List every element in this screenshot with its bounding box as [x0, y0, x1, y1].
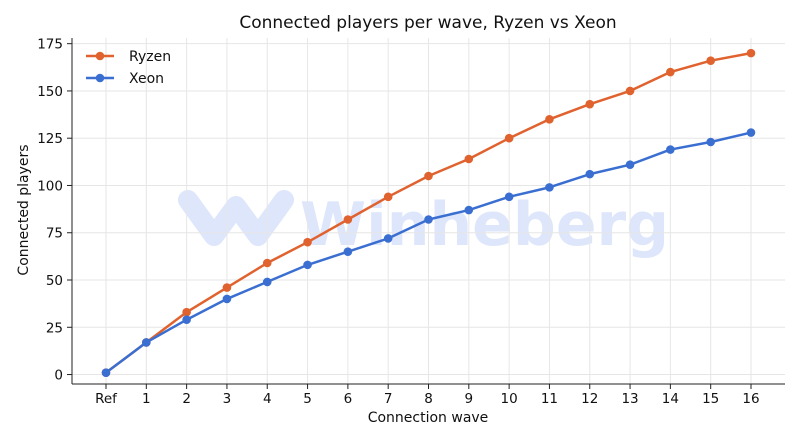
x-axis-label: Connection wave	[368, 410, 489, 426]
chart-title: Connected players per wave, Ryzen vs Xeo…	[239, 13, 616, 33]
data-point-ryzen	[504, 133, 514, 143]
watermark-logo	[178, 190, 294, 246]
data-point-ryzen	[464, 154, 474, 164]
data-point-ryzen	[262, 258, 272, 268]
x-tick-label: 11	[541, 391, 558, 407]
data-point-ryzen	[545, 115, 554, 124]
data-point-xeon	[222, 294, 232, 304]
x-tick-label: 16	[742, 391, 759, 407]
y-tick-label: 125	[37, 131, 63, 147]
data-point-ryzen	[666, 67, 675, 77]
data-point-xeon	[343, 247, 353, 256]
data-point-ryzen	[706, 56, 715, 65]
data-point-ryzen	[625, 86, 635, 96]
x-tick-label: 10	[501, 391, 518, 407]
data-point-xeon	[383, 234, 393, 243]
data-point-ryzen	[424, 171, 433, 181]
legend-label-ryzen: Ryzen	[129, 49, 171, 65]
x-tick-label: 3	[223, 391, 232, 407]
legend: Ryzen Xeon	[86, 49, 171, 87]
grid	[72, 38, 785, 384]
data-point-ryzen	[182, 307, 191, 317]
x-tick-label: 15	[702, 391, 719, 407]
y-tick-label: 0	[54, 368, 63, 384]
legend-marker-ryzen	[95, 51, 105, 61]
data-point-xeon	[746, 128, 756, 137]
y-tick-label: 50	[46, 273, 63, 289]
x-tick-label: 7	[384, 391, 393, 407]
x-tick-label: 12	[581, 391, 598, 407]
data-point-ryzen	[343, 215, 353, 224]
x-tick-label: 6	[344, 391, 353, 407]
data-point-ryzen	[746, 48, 756, 58]
data-point-xeon	[142, 338, 151, 347]
data-point-xeon	[545, 183, 554, 192]
data-point-xeon	[585, 169, 595, 179]
y-tick-label: 150	[37, 84, 63, 100]
data-point-xeon	[706, 137, 715, 147]
x-tick-label: 14	[662, 391, 679, 407]
x-tick-label: 2	[182, 391, 191, 407]
series-layer	[101, 48, 756, 377]
data-point-xeon	[504, 192, 514, 202]
data-point-xeon	[101, 368, 111, 377]
x-tick-label: 9	[465, 391, 474, 407]
data-point-xeon	[262, 277, 272, 287]
data-point-ryzen	[303, 237, 312, 247]
y-axis-label: Connected players	[16, 144, 32, 275]
data-point-ryzen	[222, 283, 232, 292]
x-tick-label: Ref	[95, 391, 118, 407]
x-tick-label: 13	[621, 391, 638, 407]
data-point-ryzen	[383, 192, 393, 202]
x-tick-label: 5	[303, 391, 312, 407]
legend-label-xeon: Xeon	[129, 71, 164, 87]
legend-marker-xeon	[95, 73, 105, 83]
data-point-xeon	[464, 205, 474, 215]
data-point-xeon	[303, 260, 312, 270]
y-tick-label: 175	[37, 37, 63, 53]
x-tick-label: 8	[424, 391, 433, 407]
data-point-xeon	[424, 215, 433, 224]
x-tick-label: 4	[263, 391, 272, 407]
y-tick-label: 75	[46, 226, 63, 242]
data-point-ryzen	[585, 99, 595, 109]
y-tick-label: 100	[37, 178, 63, 194]
y-tick-label: 25	[46, 320, 63, 336]
data-point-xeon	[625, 160, 635, 169]
x-tick-label: 1	[142, 391, 151, 407]
data-point-xeon	[182, 315, 191, 325]
watermark-logo-mark	[178, 190, 294, 246]
data-point-xeon	[666, 145, 675, 154]
